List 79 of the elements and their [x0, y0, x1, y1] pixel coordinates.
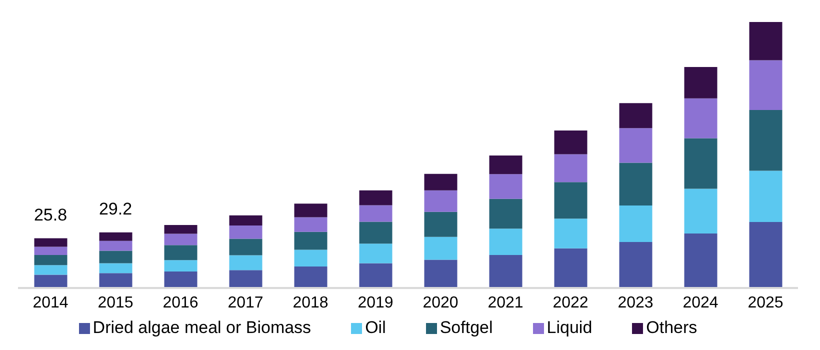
- x-tick-label: 2024: [682, 294, 718, 312]
- x-tick-label: 2014: [32, 294, 68, 312]
- x-tick-label: 2021: [488, 294, 524, 312]
- bar: [554, 182, 588, 219]
- bar: [554, 154, 588, 182]
- bar: [229, 215, 262, 226]
- bar: [359, 205, 392, 222]
- bar: [229, 270, 262, 288]
- bar: [684, 233, 718, 288]
- bar: [749, 110, 782, 171]
- bar: [164, 260, 198, 272]
- annotation: 29.2: [98, 199, 132, 218]
- bar: [294, 204, 328, 218]
- bar: [34, 238, 68, 247]
- bar: [359, 244, 392, 264]
- bar: [554, 248, 588, 288]
- bar: [294, 266, 328, 288]
- x-tick-label: 2018: [292, 294, 328, 312]
- bar: [554, 130, 588, 154]
- bar: [359, 222, 392, 244]
- bar: [749, 60, 782, 110]
- bar: [229, 255, 262, 270]
- x-tick-label: 2023: [618, 294, 654, 312]
- bar: [294, 232, 328, 250]
- x-tick-label: 2020: [422, 294, 458, 312]
- bar: [294, 250, 328, 266]
- bar: [34, 246, 68, 256]
- x-tick-label: 2016: [162, 294, 198, 312]
- bar: [489, 255, 522, 288]
- bar: [619, 206, 652, 242]
- bar: [164, 245, 198, 260]
- x-tick-label: 2022: [552, 294, 588, 312]
- bar: [164, 224, 198, 234]
- bar: [99, 273, 132, 288]
- bar: [424, 236, 458, 260]
- bar: [684, 98, 718, 138]
- bar: [424, 212, 458, 237]
- legend-label: Softgel: [440, 318, 493, 338]
- bar: [554, 218, 588, 248]
- legend-label: Liquid: [546, 318, 592, 338]
- bar: [489, 198, 522, 229]
- bar: [359, 190, 392, 206]
- bar: [749, 222, 782, 288]
- bar: [424, 260, 458, 288]
- bar: [749, 22, 782, 60]
- bar: [99, 240, 132, 251]
- bar: [749, 170, 782, 222]
- bar: [294, 217, 328, 232]
- bar: [359, 263, 392, 288]
- x-tick-label: 2025: [748, 294, 784, 312]
- bar: [619, 128, 652, 163]
- legend-label: Dried algae meal or Biomass: [92, 318, 312, 338]
- bar: [229, 225, 262, 239]
- x-tick-label: 2015: [98, 294, 134, 312]
- bar: [619, 162, 652, 206]
- bar: [164, 234, 198, 246]
- bar: [164, 272, 198, 288]
- legend-label: Others: [646, 318, 698, 338]
- bar: [34, 265, 68, 275]
- bar: [684, 66, 718, 98]
- bar: [34, 274, 68, 288]
- bar: [99, 250, 132, 264]
- legend-label: Oil: [365, 318, 386, 338]
- bar: [619, 103, 652, 128]
- bar: [489, 228, 522, 256]
- x-tick-label: 2019: [358, 294, 394, 312]
- bar: [489, 156, 522, 174]
- bar: [684, 188, 718, 234]
- x-tick-label: 2017: [228, 294, 264, 312]
- bar: [424, 174, 458, 190]
- bar: [619, 242, 652, 288]
- bar: [99, 263, 132, 274]
- bar: [684, 138, 718, 189]
- bar: [34, 255, 68, 266]
- bar: [489, 174, 522, 199]
- annotation: 25.8: [34, 205, 68, 224]
- bar: [229, 238, 262, 256]
- bar: [424, 190, 458, 212]
- bar: [99, 232, 132, 241]
